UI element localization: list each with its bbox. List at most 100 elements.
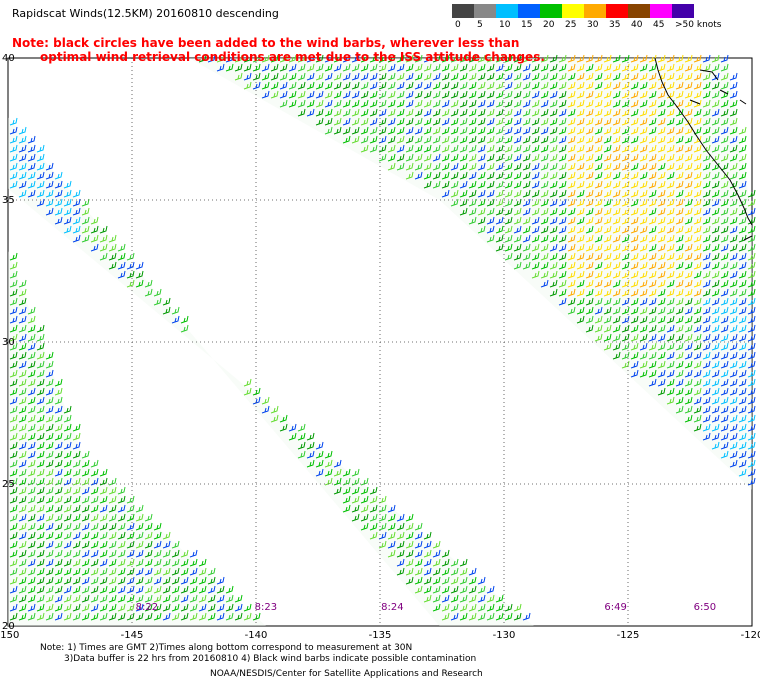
wind-barb — [9, 558, 18, 567]
wind-barb — [423, 108, 432, 117]
wind-barb — [270, 90, 279, 99]
wind-barb — [576, 297, 585, 306]
wind-barb — [738, 441, 747, 450]
wind-barb — [747, 315, 756, 324]
wind-barb — [693, 261, 702, 270]
wind-barb — [306, 108, 315, 117]
wind-barb — [648, 315, 657, 324]
wind-barb — [63, 531, 72, 540]
wind-barb — [603, 252, 612, 261]
wind-barb — [45, 207, 54, 216]
wind-barb — [594, 333, 603, 342]
wind-barb — [432, 135, 441, 144]
wind-barb — [603, 306, 612, 315]
wind-barb — [693, 387, 702, 396]
wind-barb — [711, 234, 720, 243]
wind-barb — [477, 585, 486, 594]
wind-barb — [702, 423, 711, 432]
wind-barb — [648, 306, 657, 315]
wind-barb — [135, 585, 144, 594]
wind-barb — [603, 234, 612, 243]
wind-barb — [477, 189, 486, 198]
wind-barb — [459, 108, 468, 117]
wind-barb — [18, 378, 27, 387]
wind-barb — [459, 198, 468, 207]
wind-barb — [693, 252, 702, 261]
scale-label: 15 — [521, 20, 533, 30]
wind-barb — [54, 513, 63, 522]
wind-barb — [738, 243, 747, 252]
wind-barb — [585, 216, 594, 225]
wind-barb — [45, 441, 54, 450]
wind-barb — [711, 270, 720, 279]
wind-barb — [684, 135, 693, 144]
wind-barb — [639, 207, 648, 216]
wind-barb — [36, 342, 45, 351]
wind-barb — [504, 63, 513, 72]
wind-barb — [63, 477, 72, 486]
wind-barb — [720, 189, 729, 198]
wind-barb — [558, 270, 567, 279]
wind-barb — [720, 441, 729, 450]
wind-barb — [648, 324, 657, 333]
wind-barb — [468, 63, 477, 72]
wind-barb — [459, 180, 468, 189]
wind-barb — [423, 153, 432, 162]
wind-barb — [405, 81, 414, 90]
wind-barb — [477, 207, 486, 216]
wind-barb — [36, 189, 45, 198]
wind-barb — [711, 252, 720, 261]
wind-barb — [612, 342, 621, 351]
wind-barb — [603, 99, 612, 108]
wind-barb — [720, 99, 729, 108]
wind-barb — [423, 585, 432, 594]
wind-barb — [396, 162, 405, 171]
wind-barb — [621, 279, 630, 288]
wind-barb — [396, 126, 405, 135]
wind-barb — [531, 189, 540, 198]
wind-barb — [657, 126, 666, 135]
wind-barb — [729, 441, 738, 450]
wind-barb — [36, 513, 45, 522]
wind-barb — [549, 81, 558, 90]
wind-barb — [729, 315, 738, 324]
wind-barb — [18, 288, 27, 297]
wind-barb — [45, 495, 54, 504]
wind-barb — [504, 171, 513, 180]
wind-barb — [630, 306, 639, 315]
wind-barb — [45, 531, 54, 540]
wind-barb — [432, 567, 441, 576]
wind-barb — [747, 243, 756, 252]
wind-barb — [135, 612, 144, 621]
wind-barb — [405, 153, 414, 162]
wind-barb — [351, 117, 360, 126]
wind-barb — [693, 153, 702, 162]
wind-barb — [729, 306, 738, 315]
wind-barb — [603, 333, 612, 342]
wind-barb — [576, 180, 585, 189]
wind-barb — [405, 567, 414, 576]
wind-barb — [540, 270, 549, 279]
wind-barb — [261, 54, 270, 63]
wind-barb — [45, 162, 54, 171]
wind-barb — [666, 144, 675, 153]
wind-barb — [702, 198, 711, 207]
wind-barb — [693, 396, 702, 405]
wind-barb — [144, 540, 153, 549]
wind-barb — [225, 594, 234, 603]
wind-barb — [459, 126, 468, 135]
wind-barb — [99, 612, 108, 621]
wind-barb — [495, 603, 504, 612]
wind-barb — [657, 171, 666, 180]
scale-swatch — [562, 4, 584, 18]
wind-barb — [630, 90, 639, 99]
wind-barb — [360, 54, 369, 63]
wind-barb — [612, 198, 621, 207]
wind-barb — [45, 513, 54, 522]
wind-barb — [576, 135, 585, 144]
wind-barb — [459, 72, 468, 81]
wind-barb — [612, 90, 621, 99]
wind-barb — [531, 171, 540, 180]
wind-barb — [108, 486, 117, 495]
wind-barb — [324, 117, 333, 126]
